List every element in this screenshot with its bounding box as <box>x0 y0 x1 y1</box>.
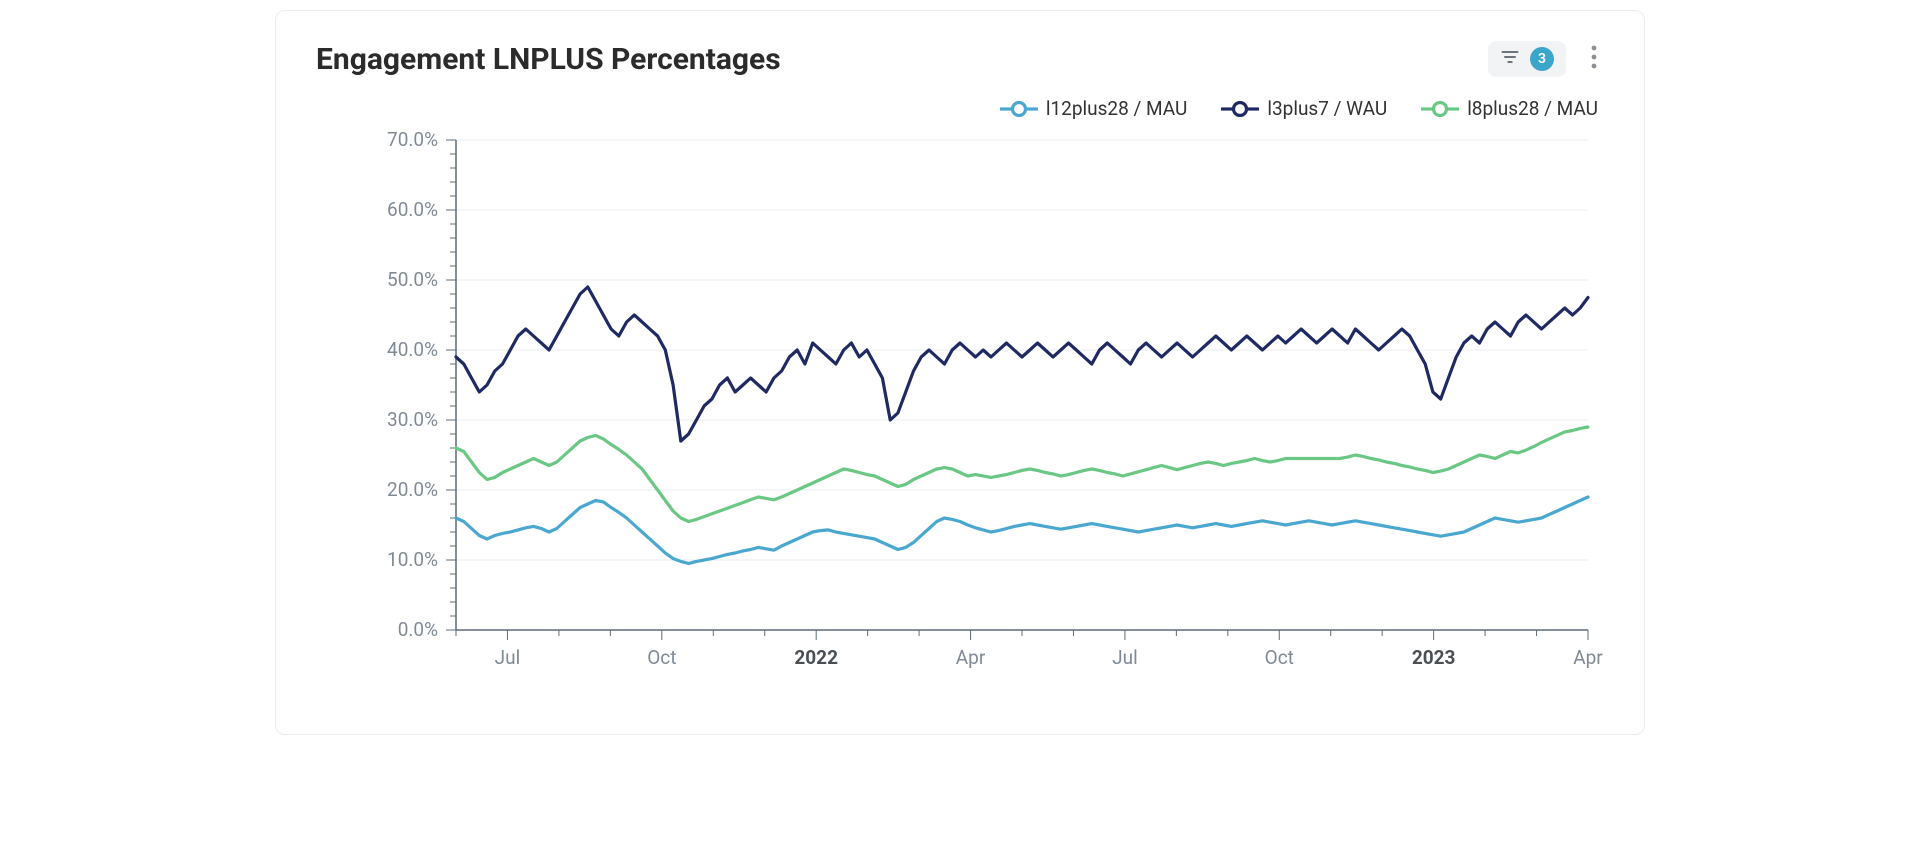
y-tick-label: 40.0% <box>387 338 438 361</box>
series-line-s2 <box>456 287 1588 441</box>
line-chart-svg: 0.0% 10.0% 20.0% 30.0% 40.0% 50.0% 60.0% 70.0% J… <box>316 130 1606 690</box>
legend-label: l8plus28 / MAU <box>1467 97 1598 120</box>
y-tick-label: 10.0% <box>387 548 438 571</box>
filter-count-badge: 3 <box>1530 47 1554 71</box>
legend-label: l12plus28 / MAU <box>1046 97 1187 120</box>
x-tick-label: Apr <box>956 646 986 669</box>
y-tick-label: 60.0% <box>387 198 438 221</box>
x-tick-label: Apr <box>1573 646 1603 669</box>
legend-swatch-icon <box>1421 101 1459 117</box>
page-root: Engagement LNPLUS Percentages 3 <box>0 0 1920 868</box>
card-title: Engagement LNPLUS Percentages <box>316 42 781 77</box>
series-line-s3 <box>456 427 1588 522</box>
card-header: Engagement LNPLUS Percentages 3 <box>316 39 1604 79</box>
y-tick-label: 20.0% <box>387 478 438 501</box>
x-tick-label: Oct <box>1265 646 1294 669</box>
series-line-s1 <box>456 497 1588 564</box>
filter-button[interactable]: 3 <box>1488 41 1566 77</box>
y-tick-label: 50.0% <box>387 268 438 291</box>
legend-item[interactable]: l12plus28 / MAU <box>1000 97 1187 120</box>
y-tick-label: 0.0% <box>398 618 438 641</box>
chart-card: Engagement LNPLUS Percentages 3 <box>275 10 1645 735</box>
more-options-button[interactable] <box>1584 39 1604 79</box>
legend-swatch-icon <box>1221 101 1259 117</box>
y-tick-label: 70.0% <box>387 130 438 151</box>
legend-swatch-icon <box>1000 101 1038 117</box>
y-tick-label: 30.0% <box>387 408 438 431</box>
filter-icon <box>1500 47 1520 71</box>
x-tick-label: 2023 <box>1412 646 1456 669</box>
x-tick-label: Jul <box>495 646 521 669</box>
x-tick-label: Oct <box>647 646 676 669</box>
legend-label: l3plus7 / WAU <box>1267 97 1387 120</box>
x-tick-label: 2022 <box>794 646 838 669</box>
chart-legend: l12plus28 / MAU l3plus7 / WAU l8plus28 / M… <box>316 97 1604 120</box>
header-actions: 3 <box>1488 39 1604 79</box>
x-tick-label: Jul <box>1112 646 1138 669</box>
legend-item[interactable]: l8plus28 / MAU <box>1421 97 1598 120</box>
chart-area: 0.0% 10.0% 20.0% 30.0% 40.0% 50.0% 60.0% 70.0% J… <box>316 130 1604 694</box>
legend-item[interactable]: l3plus7 / WAU <box>1221 97 1387 120</box>
